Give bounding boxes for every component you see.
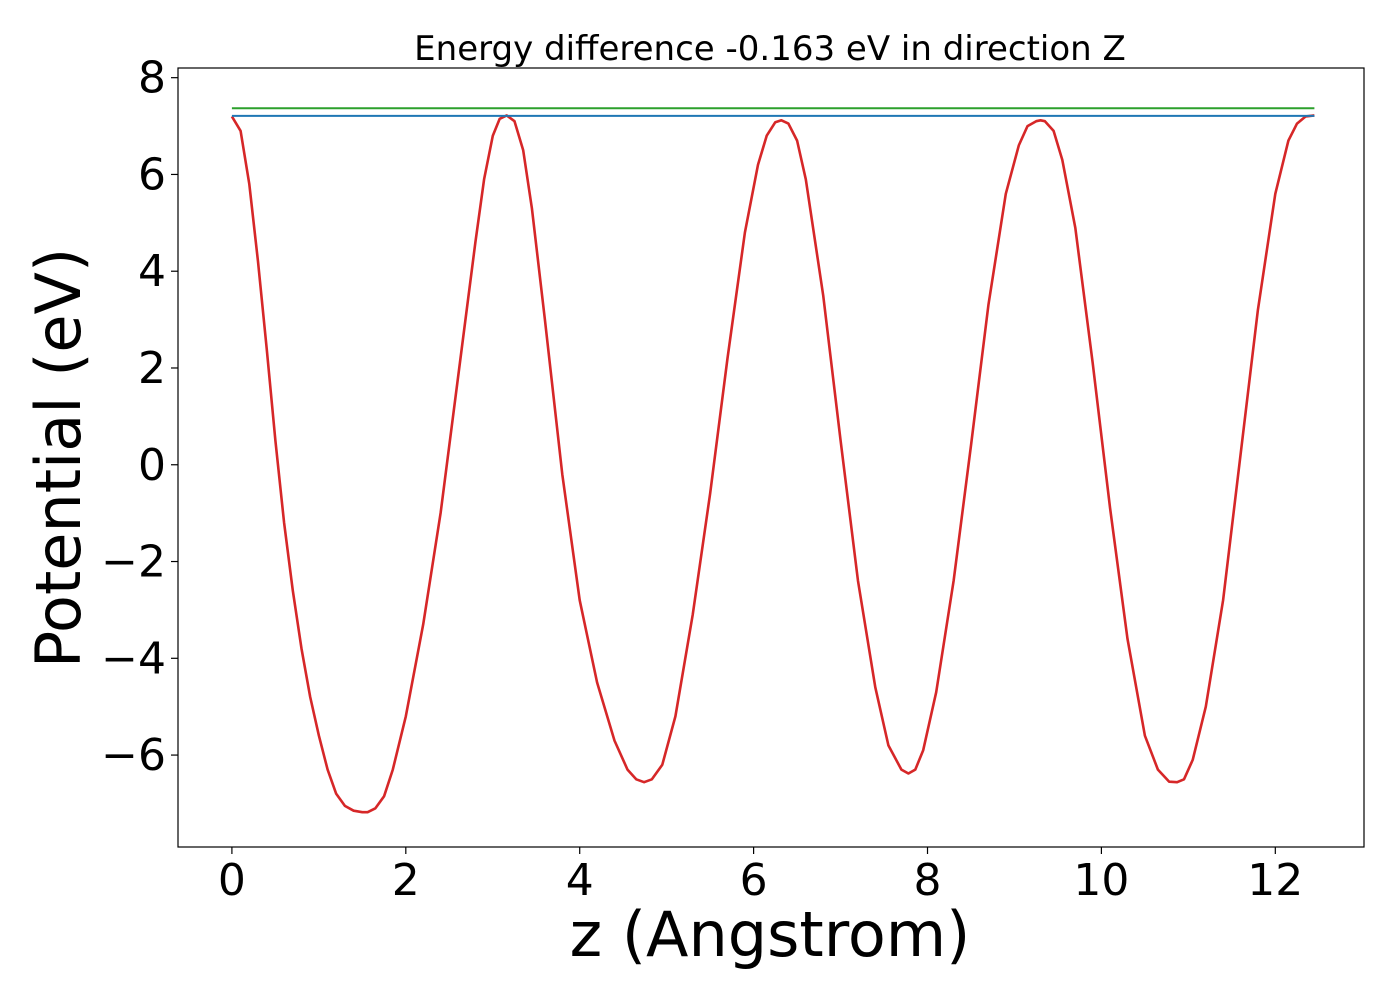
y-axis-ticks: −6 −4 −2 0 2 4 6 8 bbox=[101, 53, 178, 781]
x-tick-label: 4 bbox=[566, 855, 594, 906]
x-tick-label: 10 bbox=[1073, 855, 1129, 906]
y-tick-label: −2 bbox=[101, 537, 166, 588]
y-axis-label: Potential (eV) bbox=[22, 248, 95, 668]
y-tick-label: 6 bbox=[138, 149, 166, 200]
x-axis-label: z (Angstrom) bbox=[570, 898, 971, 971]
x-axis-ticks: 0 2 4 6 8 10 12 bbox=[218, 847, 1303, 906]
x-tick-label: 8 bbox=[914, 855, 942, 906]
y-tick-label: 4 bbox=[138, 246, 166, 297]
x-tick-label: 2 bbox=[392, 855, 420, 906]
y-tick-label: 8 bbox=[138, 53, 166, 104]
y-tick-label: 0 bbox=[138, 440, 166, 491]
plot-frame bbox=[177, 67, 1365, 848]
x-tick-label: 6 bbox=[740, 855, 768, 906]
y-tick-label: −4 bbox=[101, 633, 166, 684]
series-line-1 bbox=[230, 114, 1315, 814]
chart-title: Energy difference -0.163 eV in direction… bbox=[414, 29, 1126, 69]
x-tick-label: 0 bbox=[218, 855, 246, 906]
y-tick-label: −6 bbox=[101, 730, 166, 781]
y-tick-label: 2 bbox=[138, 343, 166, 394]
x-tick-label: 12 bbox=[1247, 855, 1303, 906]
plot-area bbox=[230, 107, 1315, 814]
